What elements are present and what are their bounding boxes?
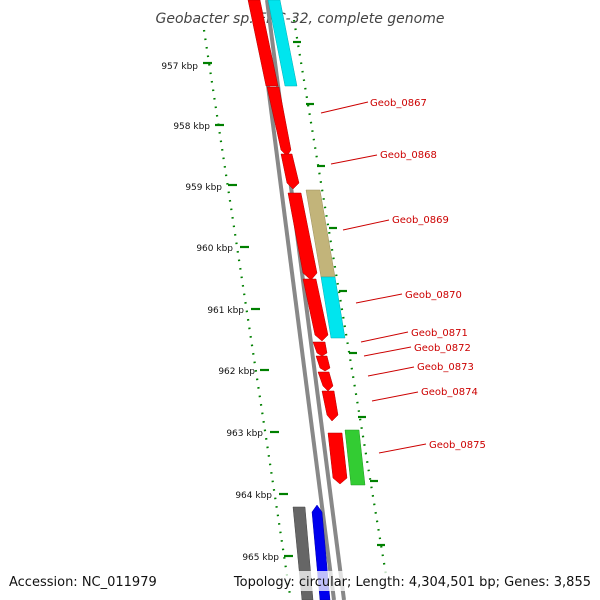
ruler-label: 959 kbp: [185, 183, 222, 193]
gene-label-geob-0867[interactable]: Geob_0867: [370, 98, 427, 109]
cog-gene-green: [344, 429, 366, 486]
kbp-ruler: 957 kbp 958 kbp 959 kbp 960 kbp 961 kbp …: [161, 29, 293, 596]
gene-label-geob-0873[interactable]: Geob_0873: [417, 362, 474, 373]
genome-title: Geobacter sp. FRC-32, complete genome: [156, 11, 445, 27]
cds-gene-geob-0870: [302, 278, 329, 342]
gene-label-geob-0871[interactable]: Geob_0871: [411, 328, 468, 339]
gene-label-geob-0874[interactable]: Geob_0874: [421, 387, 478, 398]
ruler-label: 961 kbp: [207, 306, 244, 316]
leader-line: [355, 293, 403, 304]
footer-accession: Accession: NC_011979: [9, 575, 157, 590]
leader-line: [360, 331, 409, 343]
leader-line: [320, 101, 369, 114]
leader-line: [371, 391, 419, 402]
cds-gene-geob-0873: [317, 371, 334, 392]
gene-label-geob-0870[interactable]: Geob_0870: [405, 290, 462, 301]
ruler-label: 965 kbp: [242, 553, 279, 563]
gene-label-lines: [320, 101, 427, 454]
cds-gene-geob-0869: [287, 192, 318, 281]
leader-line: [367, 366, 415, 377]
ruler-label: 957 kbp: [161, 62, 198, 72]
cog-gene-cyan: [267, 0, 298, 87]
ruler-label: 963 kbp: [226, 429, 263, 439]
gene-label-geob-0872[interactable]: Geob_0872: [414, 343, 471, 354]
cds-gene-geob-0875: [327, 432, 348, 485]
leader-line: [330, 154, 378, 165]
leader-line: [363, 346, 412, 357]
ruler-label: 960 kbp: [196, 244, 233, 254]
cds-gene-geob-0868: [280, 153, 300, 190]
cog-gene-cyan: [320, 276, 346, 339]
cds-gene-geob-0872: [315, 355, 331, 372]
cds-gene-geob-0871: [312, 341, 328, 357]
cds-gene-geob-0867: [266, 86, 292, 157]
gene-label-geob-0869[interactable]: Geob_0869: [392, 215, 449, 226]
ruler-label: 958 kbp: [173, 122, 210, 132]
footer-topology: Topology: circular; Length: 4,304,501 bp…: [233, 575, 591, 590]
right-ruler: [292, 19, 388, 576]
ruler-label: 962 kbp: [218, 367, 255, 377]
gene-label-geob-0875[interactable]: Geob_0875: [429, 440, 486, 451]
leader-line: [342, 219, 390, 231]
ruler-label: 964 kbp: [235, 491, 272, 501]
leader-line: [378, 443, 427, 454]
cds-gene: [247, 0, 279, 87]
cds-gene-geob-0874: [321, 390, 339, 422]
gene-labels: Geob_0867 Geob_0868 Geob_0869 Geob_0870 …: [370, 98, 486, 451]
gene-label-geob-0868[interactable]: Geob_0868: [380, 150, 437, 161]
footer-topology-backdrop: [258, 571, 596, 591]
footer-accession-backdrop: [4, 571, 154, 591]
